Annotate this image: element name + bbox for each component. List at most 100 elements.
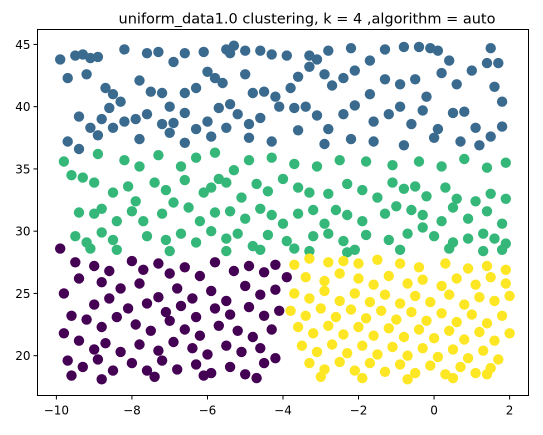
data-point [323,228,334,239]
data-point [432,351,444,363]
data-point [236,346,247,358]
data-point [417,343,428,354]
data-point [391,201,402,212]
data-point [270,91,281,102]
data-point [304,245,315,257]
data-point [202,66,213,78]
data-point [126,206,138,217]
x-tick-label: −6 [199,404,217,418]
data-point [338,109,349,120]
data-point [496,310,508,321]
data-point [73,273,85,284]
data-point [153,292,164,303]
data-point [394,359,406,370]
data-point [92,51,104,63]
data-point [134,133,145,145]
data-point [255,289,266,300]
data-point [345,43,357,54]
data-point [289,259,300,270]
data-point [274,101,285,112]
data-point [323,257,334,268]
data-point [73,143,85,155]
y-tick-label: 25 [15,287,30,301]
data-point [232,228,243,239]
data-point [296,340,308,351]
data-point [179,137,190,148]
data-point [485,188,496,199]
ticks-layer: −10 −8 −6 −4 −2 0 2 20 25 30 35 40 45 [15,38,513,418]
data-point [247,87,258,99]
data-point [224,99,236,110]
data-point [255,45,266,56]
data-point [111,244,123,255]
data-point [379,44,391,55]
data-point [255,244,266,255]
data-point [164,101,175,112]
data-point [66,170,77,181]
data-point [334,268,345,279]
data-point [111,216,123,227]
data-point [206,285,217,297]
data-point [156,118,168,130]
data-point [326,339,338,350]
data-point [319,69,330,80]
data-point [115,283,126,294]
data-point [221,177,232,188]
data-point [104,293,115,304]
data-point [481,162,493,173]
data-point [213,102,224,114]
data-point [122,181,134,192]
data-point [326,80,338,91]
data-point [357,340,368,351]
data-point [164,127,175,138]
data-point [304,61,315,72]
data-point [190,123,202,135]
data-point [436,280,447,292]
data-point [379,208,391,219]
data-point [119,44,130,55]
y-tick-label: 35 [15,162,30,176]
data-point [319,138,330,150]
data-point [364,55,376,66]
data-point [111,311,123,323]
data-point [413,41,425,53]
data-point [77,361,89,373]
data-point [62,72,73,84]
y-tick-label: 45 [15,38,30,52]
data-point [357,216,368,227]
data-point [319,275,330,287]
data-point [149,371,160,382]
y-tick-label: 40 [15,100,30,114]
data-point [444,55,455,66]
data-point [240,369,251,380]
data-point [145,325,156,336]
data-point [100,82,111,94]
data-point [349,65,360,76]
data-point [190,311,202,323]
data-point [470,122,481,133]
data-point [436,161,447,172]
data-point [138,216,149,227]
data-point [213,320,224,331]
data-point [243,118,255,130]
data-point [462,263,474,274]
data-point [89,344,100,355]
data-point [243,155,255,166]
data-point [323,188,334,199]
data-point [485,43,496,54]
data-point [292,125,304,136]
data-point [444,243,455,254]
data-point [315,303,326,314]
data-point [489,295,500,307]
data-point [209,207,221,218]
data-point [251,372,262,384]
data-point [394,244,406,255]
data-point [138,264,149,275]
data-point [398,41,410,53]
data-point [156,355,168,366]
data-point [349,288,360,299]
data-point [417,209,428,221]
data-point [194,330,206,341]
data-point [387,341,398,353]
data-point [417,105,428,116]
